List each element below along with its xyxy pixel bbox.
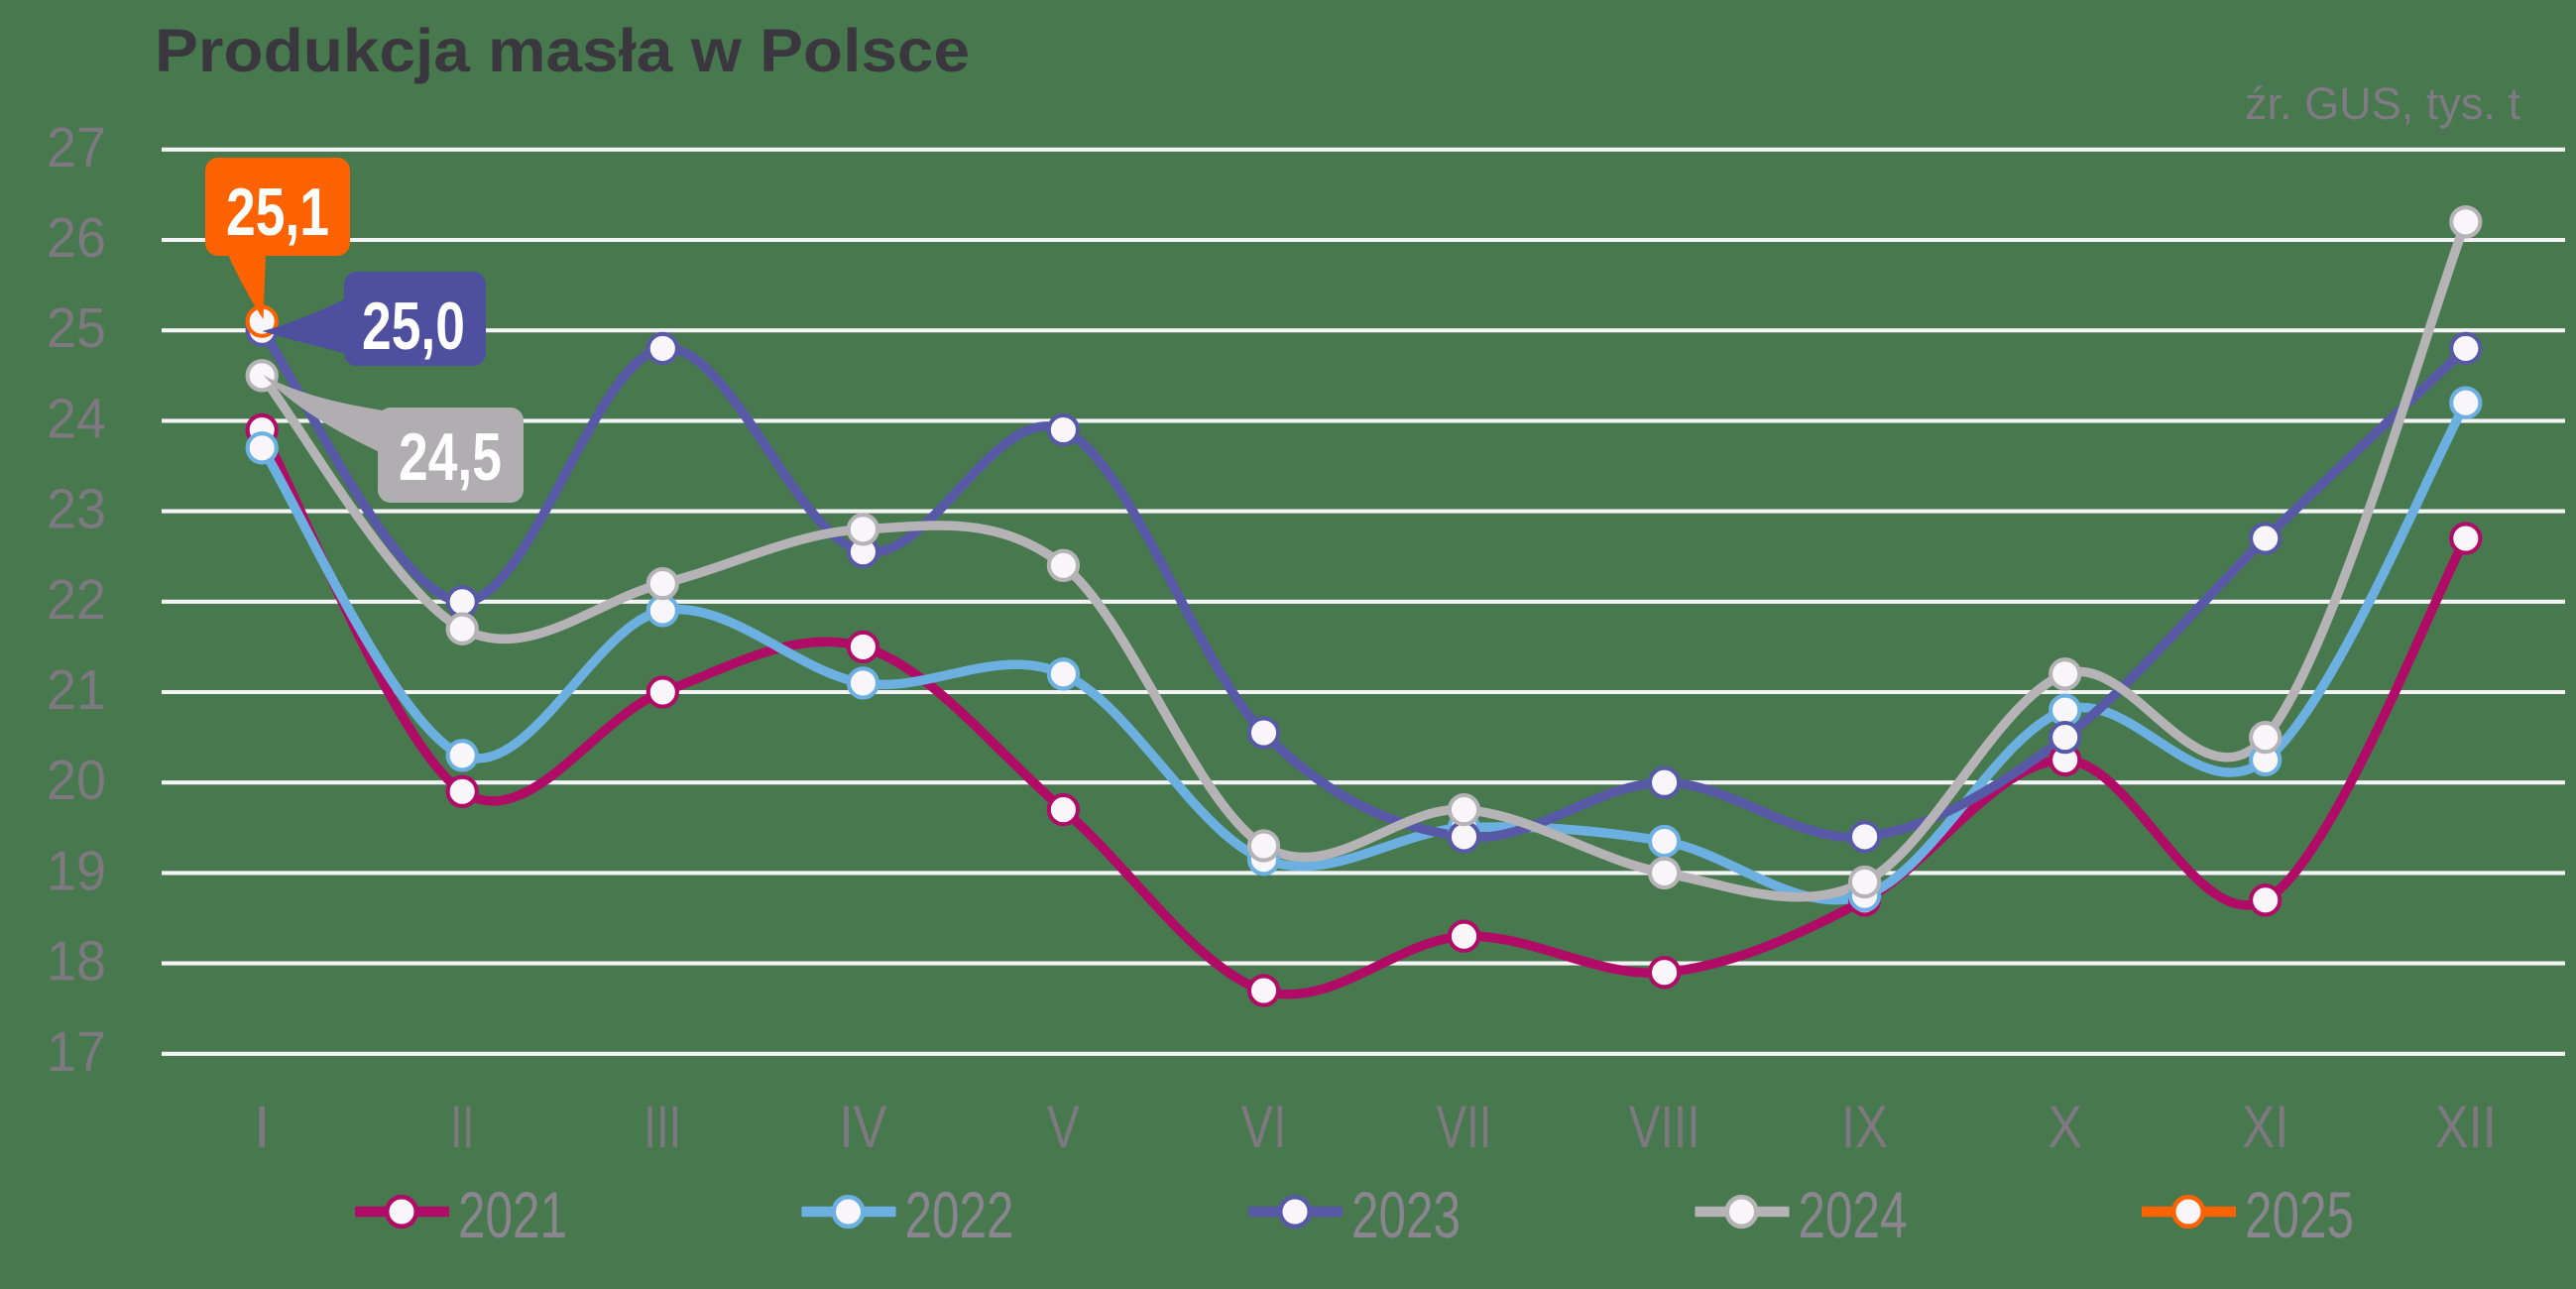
svg-text:25: 25 — [47, 296, 106, 360]
svg-text:IV: IV — [839, 1094, 886, 1160]
svg-text:22: 22 — [47, 568, 106, 632]
svg-text:IX: IX — [1841, 1094, 1888, 1160]
svg-text:24,5: 24,5 — [399, 419, 502, 495]
svg-text:II: II — [450, 1094, 474, 1160]
svg-text:2023: 2023 — [1351, 1178, 1461, 1251]
svg-text:20: 20 — [47, 749, 106, 812]
svg-text:Produkcja masła w Polsce: Produkcja masła w Polsce — [155, 17, 970, 84]
svg-text:24: 24 — [47, 387, 106, 450]
svg-text:26: 26 — [47, 206, 106, 270]
svg-text:X: X — [2048, 1094, 2082, 1160]
svg-text:2022: 2022 — [905, 1178, 1014, 1251]
svg-text:17: 17 — [47, 1020, 106, 1084]
svg-text:VI: VI — [1241, 1094, 1287, 1160]
svg-text:27: 27 — [47, 116, 106, 179]
svg-text:25,0: 25,0 — [362, 289, 465, 364]
svg-text:2024: 2024 — [1799, 1178, 1908, 1251]
svg-text:25,1: 25,1 — [226, 175, 329, 250]
svg-text:źr. GUS, tys. t: źr. GUS, tys. t — [2245, 78, 2520, 129]
svg-text:18: 18 — [47, 930, 106, 994]
svg-text:I: I — [254, 1094, 271, 1160]
svg-text:19: 19 — [47, 839, 106, 902]
svg-text:VIII: VIII — [1629, 1094, 1700, 1160]
svg-text:XI: XI — [2242, 1094, 2288, 1160]
svg-text:VII: VII — [1437, 1094, 1492, 1160]
svg-text:III: III — [644, 1094, 681, 1160]
svg-text:21: 21 — [47, 658, 106, 722]
svg-text:2025: 2025 — [2245, 1178, 2354, 1251]
svg-text:2021: 2021 — [458, 1178, 567, 1251]
svg-text:23: 23 — [47, 478, 106, 541]
svg-text:V: V — [1047, 1094, 1080, 1160]
svg-text:XII: XII — [2435, 1094, 2497, 1160]
